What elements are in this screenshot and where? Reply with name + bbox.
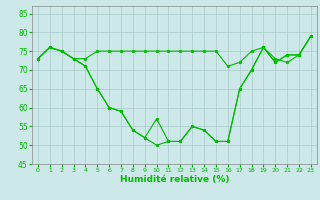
X-axis label: Humidité relative (%): Humidité relative (%) xyxy=(120,175,229,184)
